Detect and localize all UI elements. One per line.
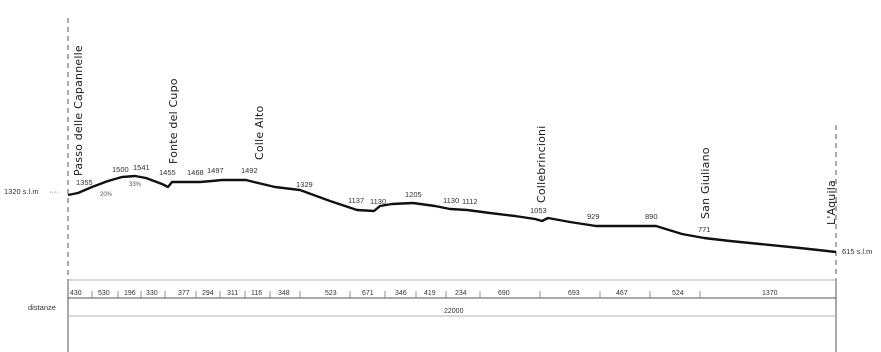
segment-distance: 419: [424, 290, 436, 297]
elevation-profile-line: [67, 174, 837, 254]
segment-distance: 234: [455, 290, 467, 297]
segment-distance: 196: [124, 290, 136, 297]
segment-distance: 693: [568, 290, 580, 297]
altitude-label: 1329: [296, 180, 313, 189]
place-label-colle-alto: Colle Alto: [253, 106, 266, 160]
segment-distance: 523: [325, 290, 337, 297]
segment-distance: 1370: [762, 290, 778, 297]
segment-distance: 467: [616, 290, 628, 297]
altitude-label: 1497: [207, 166, 224, 175]
slope-note: 20%: [100, 192, 113, 198]
place-label-san-giuliano: San Giuliano: [699, 147, 712, 219]
altitude-label: 1112: [462, 197, 478, 206]
segment-distance: 530: [98, 290, 110, 297]
segment-distance: 430: [70, 290, 82, 297]
place-label-fonte-del-cupo: Fonte del Cupo: [167, 78, 180, 164]
place-label-laquila: L'Aquila: [825, 180, 838, 225]
segment-distance: 348: [278, 290, 290, 297]
altitude-label: 1355: [76, 178, 93, 187]
altitude-label: 1500: [112, 165, 129, 174]
place-label-collebrincioni: Collebrincioni: [535, 126, 548, 204]
segment-distance: 671: [362, 290, 374, 297]
altitude-label: 1130: [443, 196, 459, 205]
segment-distance: 346: [395, 290, 407, 297]
altitude-label: 771: [698, 225, 711, 234]
segment-distance: 116: [251, 290, 262, 297]
altitude-label: 1053: [530, 206, 547, 215]
altitude-label: 1541: [133, 163, 150, 172]
total-distance: 22000: [444, 308, 464, 315]
altitude-label: 1130: [370, 197, 386, 206]
place-label-passo-delle-capannelle: Passo delle Capannelle: [72, 45, 85, 176]
segment-distance: 524: [672, 290, 684, 297]
altitude-label: 890: [645, 212, 658, 221]
segment-distance: 377: [178, 290, 190, 297]
segment-distance: 690: [498, 290, 510, 297]
segment-distance: 294: [202, 290, 214, 297]
start-altitude-dots: ····: [49, 187, 59, 196]
segment-distance: 330: [146, 290, 158, 297]
altitude-label: 1455: [159, 168, 176, 177]
start-altitude-label: 1320 s.l.m: [4, 187, 39, 196]
segment-ticks: [91, 291, 701, 298]
altitude-label: 1205: [405, 190, 422, 199]
slope-note: 33%: [129, 182, 142, 188]
segment-distance: 311: [227, 290, 238, 297]
end-altitude-label: 615 s.l.m: [842, 247, 872, 256]
altitude-label: 1492: [241, 166, 258, 175]
distances-label: distanze: [28, 303, 56, 312]
altitude-label: 929: [587, 212, 600, 221]
altitude-label: 1137: [348, 196, 364, 205]
altitude-label: 1468: [187, 168, 204, 177]
